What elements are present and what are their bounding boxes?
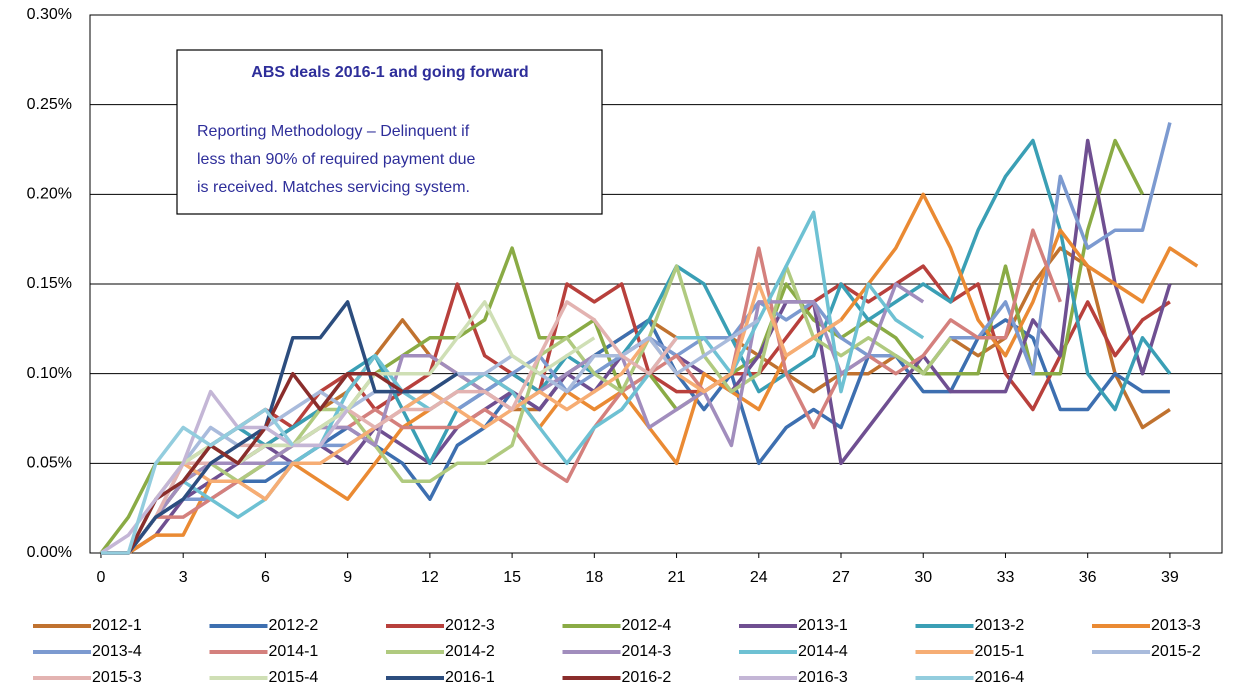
- y-tick-label: 0.10%: [27, 365, 72, 382]
- series-line: [101, 300, 459, 555]
- x-tick-label: 3: [179, 569, 188, 586]
- legend-label: 2015-3: [92, 669, 142, 686]
- x-tick-label: 39: [1161, 569, 1179, 586]
- legend-label: 2013-3: [1151, 617, 1201, 634]
- x-tick-label: 24: [750, 569, 768, 586]
- series-line: [101, 282, 842, 555]
- y-tick-label: 0.30%: [27, 6, 72, 23]
- legend-label: 2012-2: [269, 617, 319, 634]
- y-tick-label: 0.25%: [27, 96, 72, 113]
- x-tick-label: 18: [585, 569, 603, 586]
- legend-label: 2014-2: [445, 643, 495, 660]
- x-tick-label: 30: [914, 569, 932, 586]
- series-line: [101, 371, 404, 555]
- legend-label: 2016-4: [975, 669, 1025, 686]
- x-tick-label: 36: [1079, 569, 1097, 586]
- legend-label: 2015-1: [975, 643, 1025, 660]
- legend-label: 2016-1: [445, 669, 495, 686]
- legend: 2012-1 2012-2 2012-3 2012-4 2013-1 2013-2 2013…: [33, 617, 1201, 686]
- annotation-line: is received. Matches servicing system.: [197, 179, 470, 196]
- legend-label: 2013-2: [975, 617, 1025, 634]
- x-tick-label: 15: [503, 569, 521, 586]
- x-tick-label: 9: [343, 569, 352, 586]
- annotation-box: ABS deals 2016-1 and going forward Repor…: [176, 49, 603, 215]
- series-line: [101, 407, 295, 555]
- series-line: [101, 228, 1062, 555]
- x-tick-label: 6: [261, 569, 270, 586]
- legend-label: 2015-2: [1151, 643, 1201, 660]
- x-tick-label: 0: [97, 569, 106, 586]
- series-line: [101, 210, 925, 555]
- y-tick-label: 0.15%: [27, 275, 72, 292]
- legend-label: 2012-3: [445, 617, 495, 634]
- annotation-title: ABS deals 2016-1 and going forward: [251, 64, 528, 81]
- legend-label: 2014-3: [622, 643, 672, 660]
- annotation-line: less than 90% of required payment due: [197, 151, 476, 168]
- annotation-line: Reporting Methodology – Delinquent if: [197, 123, 470, 140]
- legend-label: 2013-4: [92, 643, 142, 660]
- legend-label: 2012-4: [622, 617, 672, 634]
- legend-label: 2014-4: [798, 643, 848, 660]
- series-line: [101, 246, 1171, 555]
- legend-label: 2013-1: [798, 617, 848, 634]
- series-line: [100, 389, 349, 555]
- y-tick-label: 0.00%: [27, 544, 72, 561]
- annotation-frame: [176, 49, 603, 215]
- y-tick-label: 0.05%: [27, 455, 72, 472]
- legend-label: 2015-4: [269, 669, 319, 686]
- legend-label: 2012-1: [92, 617, 142, 634]
- legend-label: 2014-1: [269, 643, 319, 660]
- legend-label: 2016-2: [622, 669, 672, 686]
- legend-label: 2016-3: [798, 669, 848, 686]
- x-tick-label: 21: [668, 569, 686, 586]
- x-tick-label: 33: [997, 569, 1015, 586]
- x-tick-label: 27: [832, 569, 850, 586]
- y-tick-label: 0.20%: [27, 186, 72, 203]
- plot-frame: [89, 14, 1223, 554]
- x-tick-label: 12: [421, 569, 439, 586]
